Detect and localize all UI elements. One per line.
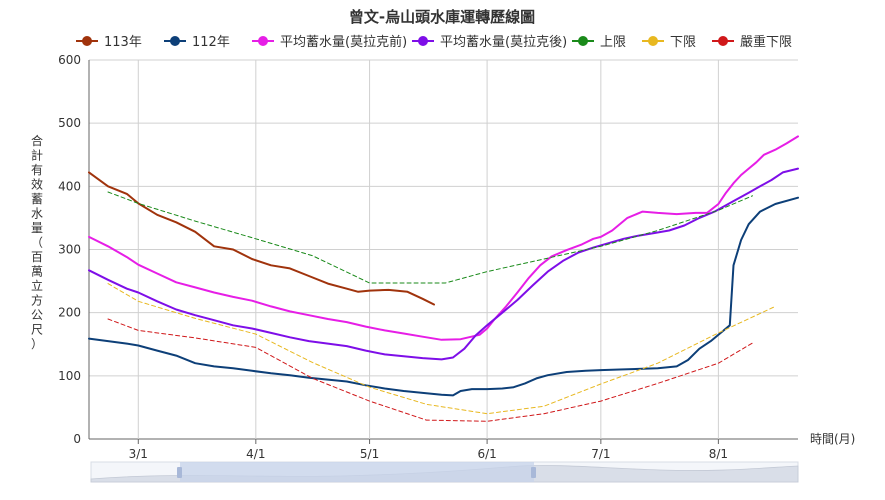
- legend-item[interactable]: 下限: [642, 35, 696, 50]
- x-axis: 3/1 4/1 5/1 6/1 7/1 8/1: [129, 439, 728, 461]
- y-axis: 0 100 200 300 400 500 600: [58, 53, 90, 446]
- x-tick-label: 7/1: [591, 447, 610, 461]
- x-tick-label: 4/1: [246, 447, 265, 461]
- legend-label: 上限: [600, 35, 626, 50]
- legend-item[interactable]: 嚴重下限: [712, 34, 792, 50]
- legend-label: 113年: [104, 35, 142, 50]
- legend-label: 平均蓄水量(莫拉克後): [440, 35, 567, 50]
- series-line: [107, 318, 753, 422]
- y-tick-label: 600: [58, 53, 81, 67]
- series-line: [88, 196, 799, 397]
- legend-swatch-marker: [648, 36, 658, 46]
- zoom-slider-left-handle[interactable]: [177, 467, 182, 478]
- chart-grid: [89, 59, 798, 440]
- legend-item[interactable]: 平均蓄水量(莫拉克前): [252, 34, 407, 50]
- legend-swatch-marker: [170, 36, 180, 46]
- x-tick-label: 8/1: [709, 447, 728, 461]
- series-layer: [88, 135, 799, 422]
- x-tick-label: 5/1: [360, 447, 379, 461]
- legend-label: 112年: [192, 35, 230, 50]
- zoom-slider[interactable]: [90, 461, 799, 483]
- zoom-slider-right-handle[interactable]: [531, 467, 536, 478]
- legend-item[interactable]: 113年: [76, 35, 142, 50]
- y-tick-label: 0: [73, 432, 81, 446]
- legend-item[interactable]: 112年: [164, 35, 230, 50]
- series-line: [88, 135, 799, 341]
- y-tick-label: 300: [58, 243, 81, 257]
- legend-label: 平均蓄水量(莫拉克前): [280, 34, 407, 50]
- legend-swatch-marker: [578, 36, 588, 46]
- series-line: [88, 171, 435, 306]
- legend-swatch-marker: [82, 36, 92, 46]
- y-tick-label: 100: [58, 369, 81, 383]
- y-tick-label: 500: [58, 116, 81, 130]
- x-axis-label: 時間(月): [810, 432, 855, 446]
- legend-swatch-marker: [258, 36, 268, 46]
- legend-swatch-marker: [418, 36, 428, 46]
- chart-title: 曾文-烏山頭水庫運轉歷線圖: [349, 8, 535, 26]
- legend-label: 嚴重下限: [740, 34, 792, 50]
- legend-swatch-marker: [718, 36, 728, 46]
- series-line: [107, 191, 753, 284]
- x-tick-label: 3/1: [129, 447, 148, 461]
- y-tick-label: 400: [58, 179, 81, 193]
- legend-item[interactable]: 平均蓄水量(莫拉克後): [412, 35, 567, 50]
- legend-label: 下限: [670, 35, 696, 50]
- series-line: [88, 167, 799, 361]
- x-tick-label: 6/1: [477, 447, 496, 461]
- y-axis-label: 合計有效蓄水量（百萬立方公尺）: [31, 133, 43, 351]
- legend-item[interactable]: 上限: [572, 35, 626, 50]
- chart-legend: 113年 112年 平均蓄水量(莫拉克前) 平均蓄水量(莫拉克後) 上限 下限 嚴重下限: [76, 34, 792, 50]
- series-line: [107, 283, 776, 415]
- zoom-slider-window[interactable]: [180, 462, 534, 482]
- y-tick-label: 200: [58, 306, 81, 320]
